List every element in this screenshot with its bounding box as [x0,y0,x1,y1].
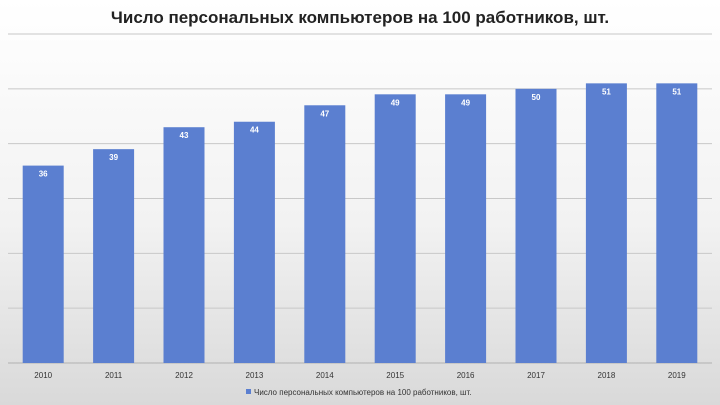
legend-swatch [246,389,251,394]
x-tick-label-2012: 2012 [175,371,193,380]
x-tick-label-2019: 2019 [668,371,686,380]
data-label-2019: 51 [672,87,681,96]
bar-2015 [374,94,416,364]
bar-2019 [656,83,698,363]
bar-2018 [585,83,627,363]
legend-label: Число персональных компьютеров на 100 ра… [254,388,471,397]
bar-2016 [445,94,487,364]
x-tick-label-2015: 2015 [386,371,404,380]
bar-2013 [233,121,275,363]
data-labels: 36 39 43 44 47 49 49 50 51 51 [39,87,682,178]
bar-2014 [304,105,346,364]
data-label-2010: 36 [39,170,48,179]
x-tick-label-2013: 2013 [246,371,264,380]
data-label-2017: 50 [532,93,541,102]
x-tick-label-2017: 2017 [527,371,545,380]
legend: Число персональных компьютеров на 100 ра… [246,388,471,397]
x-tick-label-2010: 2010 [34,371,52,380]
x-axis-tick-labels: 2010 2011 2012 2013 2014 2015 2016 2017 2018 2019 [34,371,686,380]
bar-2011 [93,149,135,363]
bar-2017 [515,88,557,363]
x-tick-label-2014: 2014 [316,371,334,380]
x-tick-label-2011: 2011 [105,371,123,380]
bar-2010 [22,165,64,363]
data-label-2011: 39 [109,153,118,162]
bar-2012 [163,127,205,363]
data-label-2016: 49 [461,98,470,107]
data-label-2013: 44 [250,126,259,135]
data-label-2018: 51 [602,87,611,96]
data-label-2014: 47 [320,109,329,118]
bars [22,83,698,364]
x-tick-label-2016: 2016 [457,371,475,380]
data-label-2012: 43 [180,131,189,140]
x-tick-label-2018: 2018 [598,371,616,380]
chart-title: Число персональных компьютеров на 100 ра… [110,8,610,27]
data-label-2015: 49 [391,98,400,107]
